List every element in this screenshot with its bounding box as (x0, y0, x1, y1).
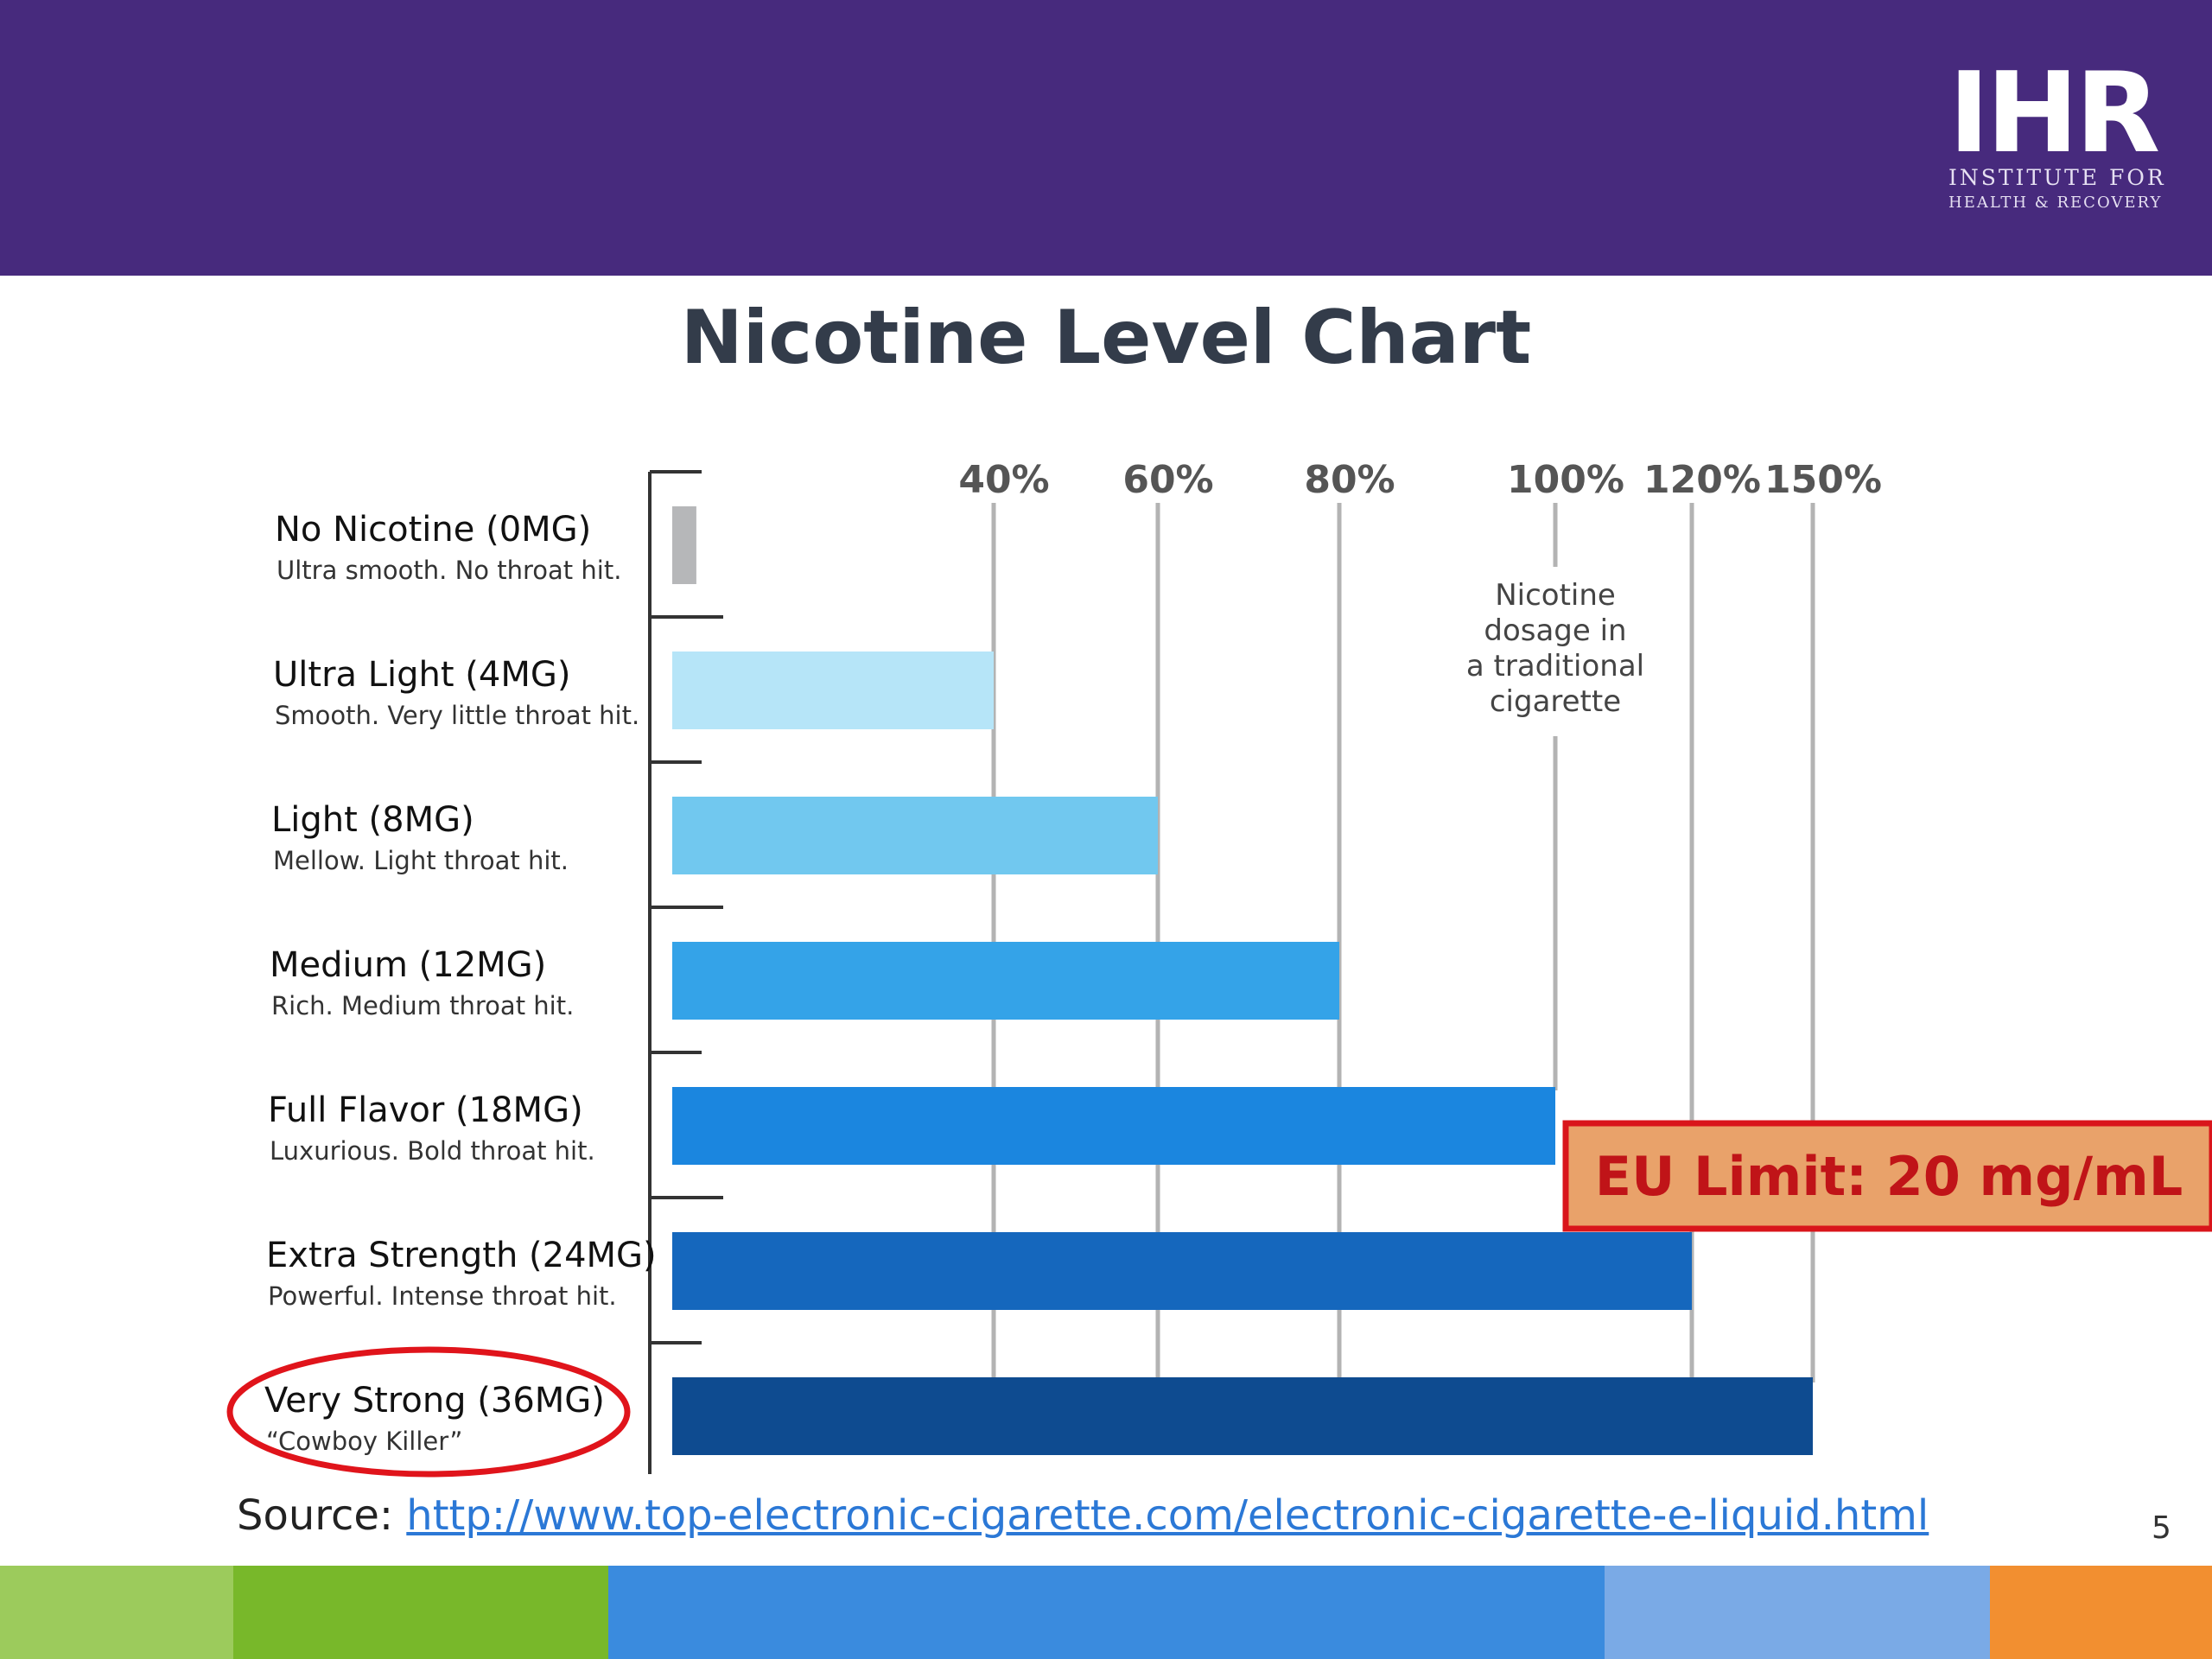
bar-4 (672, 1087, 1555, 1165)
ihr-logo: IHR INSTITUTE FOR HEALTH & RECOVERY (1948, 49, 2166, 223)
tick-label-60: 60% (1122, 458, 1213, 502)
source-citation: Source: http://www.top-electronic-cigare… (237, 1486, 1929, 1545)
footer-segment (1605, 1566, 1990, 1659)
annotation-line: dosage in (1484, 613, 1626, 648)
category-description: “Cowboy Killer” (266, 1427, 462, 1456)
annotation-line: cigarette (1490, 684, 1621, 719)
tick-label-150: 150% (1764, 458, 1882, 502)
highlight-ellipse (226, 1346, 631, 1478)
footer-color-strip (0, 1566, 2212, 1659)
category-label: Very Strong (36MG) (264, 1381, 605, 1421)
tick-label-100: 100% (1507, 458, 1624, 502)
category-description: Mellow. Light throat hit. (273, 846, 569, 875)
logo-mark: IHR (1948, 49, 2160, 178)
logo-org-line2: HEALTH & RECOVERY (1948, 194, 2163, 212)
category-label: Extra Strength (24MG) (266, 1236, 657, 1275)
annotation-line: Nicotine (1495, 578, 1616, 613)
slide-title: Nicotine Level Chart (680, 295, 1532, 381)
tick-label-40: 40% (958, 458, 1049, 502)
footer-segment (233, 1566, 608, 1659)
category-description: Ultra smooth. No throat hit. (276, 556, 621, 585)
footer-segment (608, 1566, 1605, 1659)
bar-3 (672, 942, 1339, 1020)
footer-segment (0, 1566, 233, 1659)
eu-limit-callout-box (1562, 1120, 2212, 1232)
category-label: Medium (12MG) (270, 945, 546, 985)
category-description: Luxurious. Bold throat hit. (270, 1136, 595, 1166)
bar-6 (672, 1377, 1813, 1455)
category-label: No Nicotine (0MG) (275, 510, 591, 550)
category-description: Rich. Medium throat hit. (271, 991, 574, 1020)
footer-segment (1990, 1566, 2212, 1659)
annotation-line: a traditional (1466, 649, 1644, 683)
category-label: Ultra Light (4MG) (273, 655, 570, 695)
tick-label-120: 120% (1643, 458, 1761, 502)
header-bar (0, 0, 2212, 276)
source-link[interactable]: http://www.top-electronic-cigarette.com/… (406, 1491, 1929, 1540)
logo-org-line1: INSTITUTE FOR (1948, 165, 2166, 190)
source-label: Source: (237, 1491, 394, 1540)
category-label: Full Flavor (18MG) (268, 1090, 583, 1130)
category-description: Smooth. Very little throat hit. (275, 701, 639, 730)
tick-label-80: 80% (1304, 458, 1395, 502)
bar-5 (672, 1232, 1692, 1310)
category-description: Powerful. Intense throat hit. (268, 1281, 617, 1311)
eu-limit-callout-text: EU Limit: 20 mg/mL (1595, 1145, 2183, 1208)
page-number: 5 (2152, 1510, 2171, 1546)
bar-0 (672, 506, 696, 584)
bar-1 (672, 652, 994, 729)
category-label: Light (8MG) (271, 800, 474, 840)
bar-2 (672, 797, 1158, 874)
